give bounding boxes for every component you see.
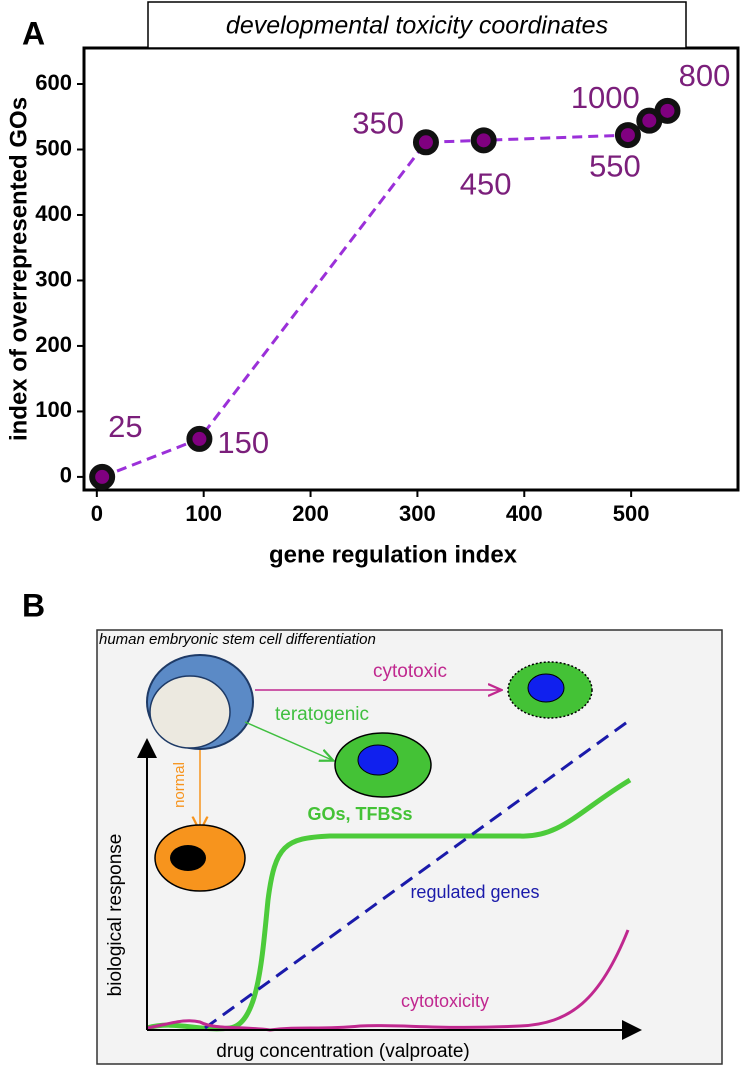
label: regulated genes [410,882,539,902]
cytotoxicity-curve [146,929,630,1032]
y-tick-label: 200 [35,332,72,357]
panel-label: A [22,15,45,51]
y-axis-label: biological response [105,834,126,997]
point [89,463,116,490]
point [412,129,439,156]
label: teratogenic [275,704,369,725]
diagram-title: human embryonic stem cell differentiatio… [99,631,376,648]
plot: 0 100 200 300 400 500 600 0 100 200 300 400 500 25 150… [35,58,730,526]
point-label: 800 [679,58,731,93]
point-label: 350 [352,105,404,140]
y-tick-label: 400 [35,201,72,226]
x-tick-label: 200 [292,501,329,526]
gos-curve [146,777,632,1032]
nucleus [527,673,565,703]
y-tick-label: 0 [60,463,72,488]
x-tick-label: 300 [399,501,436,526]
y-tick-label: 100 [35,397,72,422]
nucleus [170,845,206,871]
y-tick-label: 600 [35,70,72,95]
point [186,425,213,452]
title-box [147,1,687,49]
label: normal [171,762,188,808]
point-label: 25 [108,409,142,444]
point-label: 1000 [571,80,640,115]
label: cytotoxic [373,661,447,682]
point [470,127,497,154]
x-tick-label: 100 [185,501,222,526]
chart-title: developmental toxicity coordinates [226,12,608,40]
y-tick-label: 500 [35,135,72,160]
point-label: 550 [589,148,641,183]
data-line [101,109,669,479]
y-axis-label: index of overrepresented GOs [5,97,32,441]
point [614,122,641,149]
nucleus [357,744,399,776]
point-label: 150 [217,425,269,460]
stem-nucleus [149,675,231,749]
x-axis-label: gene regulation index [269,541,518,568]
x-tick-label: 0 [91,501,103,526]
panel-label: B [22,587,45,623]
arrow [244,721,332,760]
label: cytotoxicity [401,991,489,1011]
point-label: 450 [460,167,512,202]
x-tick-label: 400 [506,501,543,526]
label: GOs, TFBSs [307,804,412,824]
x-axis-label: drug concentration (valproate) [216,1041,469,1062]
x-tick-label: 500 [613,501,650,526]
point [654,97,681,124]
y-tick-label: 300 [35,266,72,291]
